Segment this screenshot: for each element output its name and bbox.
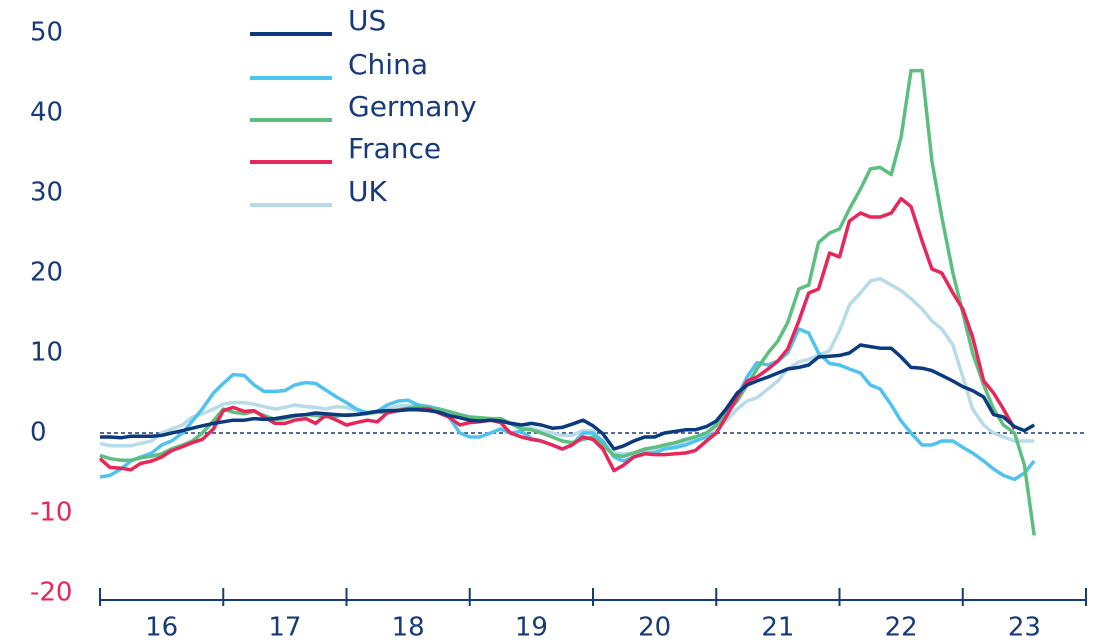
series-line: [98, 196, 1017, 473]
y-tick-label: -20: [30, 578, 72, 608]
y-tick-label: 40: [30, 98, 63, 128]
y-tick-label: 30: [30, 178, 63, 208]
legend-label: China: [348, 48, 428, 81]
y-tick-label: 0: [30, 418, 47, 448]
y-tick-label: -10: [30, 498, 72, 528]
series-line: [100, 343, 1036, 451]
series-line: [99, 276, 1035, 456]
series-line: [99, 68, 1036, 536]
x-tick-label: 21: [761, 613, 794, 643]
y-tick-label: 50: [30, 18, 63, 48]
y-tick-label: 10: [30, 338, 63, 368]
x-tick-label: 22: [885, 613, 918, 643]
x-tick-label: 18: [392, 613, 425, 643]
x-tick-label: 23: [1008, 613, 1041, 643]
x-tick-label: 17: [268, 613, 301, 643]
x-tick-label: 19: [515, 613, 548, 643]
legend-label: Germany: [348, 90, 477, 123]
y-tick-label: 20: [30, 258, 63, 288]
x-tick-label: 16: [145, 613, 178, 643]
x-tick-label: 20: [638, 613, 671, 643]
legend-label: US: [348, 4, 386, 37]
legend-label: France: [348, 132, 441, 165]
legend-label: UK: [348, 175, 387, 208]
